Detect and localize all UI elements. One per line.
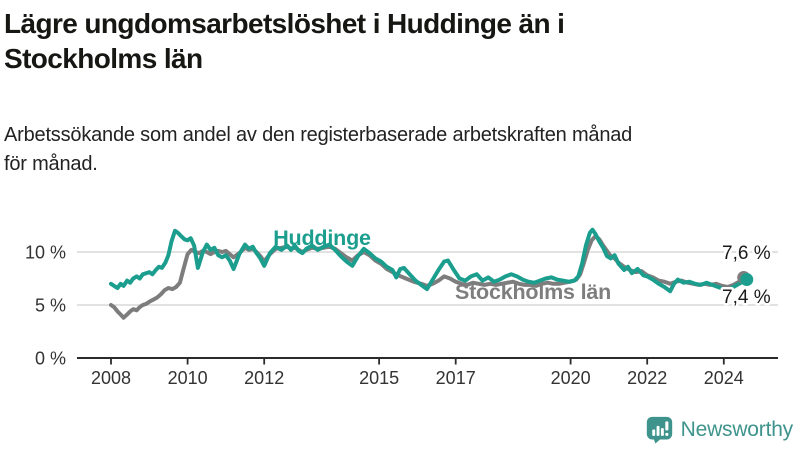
series-lines bbox=[109, 227, 754, 320]
huddinge-series-label: Huddinge bbox=[273, 226, 371, 250]
chart-subtitle: Arbetssökande som andel av den registerb… bbox=[4, 121, 764, 179]
x-axis-tick-label: 2008 bbox=[91, 368, 131, 388]
x-axis-tick-label: 2020 bbox=[551, 368, 591, 388]
x-axis-tick-label: 2022 bbox=[627, 368, 667, 388]
title-line-1: Lägre ungdomsarbetslöshet i Huddinge än … bbox=[4, 8, 565, 39]
huddinge-line bbox=[109, 227, 749, 294]
x-axis-tick-label: 2010 bbox=[168, 368, 208, 388]
x-axis-tick-label: 2017 bbox=[436, 368, 476, 388]
x-axis-tick-label: 2015 bbox=[359, 368, 399, 388]
x-axis-tick-label: 2012 bbox=[244, 368, 284, 388]
gridlines-and-y-labels: 0 % 5 % 10 % bbox=[25, 243, 778, 369]
x-axis-tick-label: 2024 bbox=[704, 368, 744, 388]
huddinge-end-dot bbox=[740, 273, 754, 287]
y-axis-tick-label: 10 % bbox=[25, 243, 66, 263]
title-line-2: Stockholms län bbox=[4, 43, 203, 74]
stockholm-series-label: Stockholms län bbox=[455, 280, 611, 304]
huddinge-end-value-label: 7,4 % bbox=[722, 287, 771, 308]
subtitle-line-1: Arbetssökande som andel av den registerb… bbox=[4, 124, 633, 146]
header: Lägre ungdomsarbetslöshet i Huddinge än … bbox=[4, 6, 764, 179]
page-title: Lägre ungdomsarbetslöshet i Huddinge än … bbox=[4, 6, 734, 76]
subtitle-line-2: för månad. bbox=[4, 153, 98, 175]
x-axis: 2008 2010 2012 2015 2017 2020 2022 2024 bbox=[77, 357, 778, 388]
newsworthy-bar-chart-bubble-icon bbox=[646, 416, 672, 444]
newsworthy-logo-text: Newsworthy bbox=[680, 417, 794, 441]
stockholm-end-value-label: 7,6 % bbox=[722, 243, 771, 264]
y-axis-tick-label: 0 % bbox=[35, 349, 66, 369]
y-axis-tick-label: 5 % bbox=[35, 296, 66, 316]
newsworthy-logo: Newsworthy bbox=[645, 415, 793, 444]
